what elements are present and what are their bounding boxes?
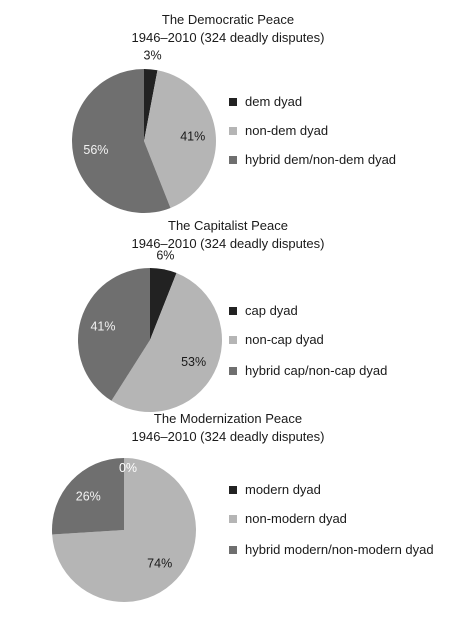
- chart-1: The Democratic Peace 1946–2010 (324 deadl…: [72, 12, 396, 213]
- legend-swatch: [229, 515, 237, 523]
- chart-subtitle: 1946–2010 (324 deadly disputes): [132, 429, 325, 444]
- legend-label: cap dyad: [245, 303, 298, 318]
- legend-label: hybrid cap/non-cap dyad: [245, 363, 387, 378]
- legend-swatch: [229, 156, 237, 164]
- legend-swatch: [229, 98, 237, 106]
- slice-value-label: 74%: [147, 557, 172, 571]
- slice-value-label: 41%: [90, 319, 115, 333]
- chart-subtitle: 1946–2010 (324 deadly disputes): [132, 236, 325, 251]
- chart-subtitle: 1946–2010 (324 deadly disputes): [132, 30, 325, 45]
- chart-title: The Capitalist Peace: [168, 218, 288, 233]
- slice-value-label: 41%: [180, 129, 205, 143]
- legend-label: hybrid dem/non-dem dyad: [245, 152, 396, 167]
- pie-slice-non-cap-dyad: [111, 273, 223, 413]
- legend-swatch: [229, 486, 237, 494]
- legend-swatch: [229, 127, 237, 135]
- slice-value-label: 53%: [181, 355, 206, 369]
- pie-slice-hybrid-modern-non-modern-dyad: [51, 458, 124, 535]
- chart-2: The Capitalist Peace 1946–2010 (324 deadl…: [78, 218, 387, 413]
- pie-slice-non-modern-dyad: [52, 458, 197, 602]
- pie-slice-dem-dyad: [144, 69, 158, 141]
- chart-3: The Modernization Peace 1946–2010 (324 de…: [51, 411, 434, 602]
- legend-swatch: [229, 546, 237, 554]
- legend-label: modern dyad: [245, 482, 321, 497]
- chart-title: The Modernization Peace: [154, 411, 302, 426]
- legend-label: non-modern dyad: [245, 511, 347, 526]
- slice-value-label: 56%: [83, 143, 108, 157]
- pie-slice-hybrid-dem-non-dem-dyad: [72, 69, 171, 213]
- pie-slice-non-dem-dyad: [144, 70, 216, 208]
- slice-value-label: 0%: [119, 461, 137, 475]
- legend-label: hybrid modern/non-modern dyad: [245, 542, 434, 557]
- slice-value-label: 6%: [156, 248, 174, 262]
- pie-slice-hybrid-cap-non-cap-dyad: [78, 268, 150, 401]
- legend-label: non-cap dyad: [245, 332, 324, 347]
- legend-label: non-dem dyad: [245, 123, 328, 138]
- legend-label: dem dyad: [245, 94, 302, 109]
- legend-swatch: [229, 336, 237, 344]
- legend-swatch: [229, 307, 237, 315]
- chart-title: The Democratic Peace: [162, 12, 294, 27]
- legend-swatch: [229, 367, 237, 375]
- slice-value-label: 26%: [76, 489, 101, 503]
- pie-slice-cap-dyad: [150, 268, 177, 340]
- slice-value-label: 3%: [144, 48, 162, 62]
